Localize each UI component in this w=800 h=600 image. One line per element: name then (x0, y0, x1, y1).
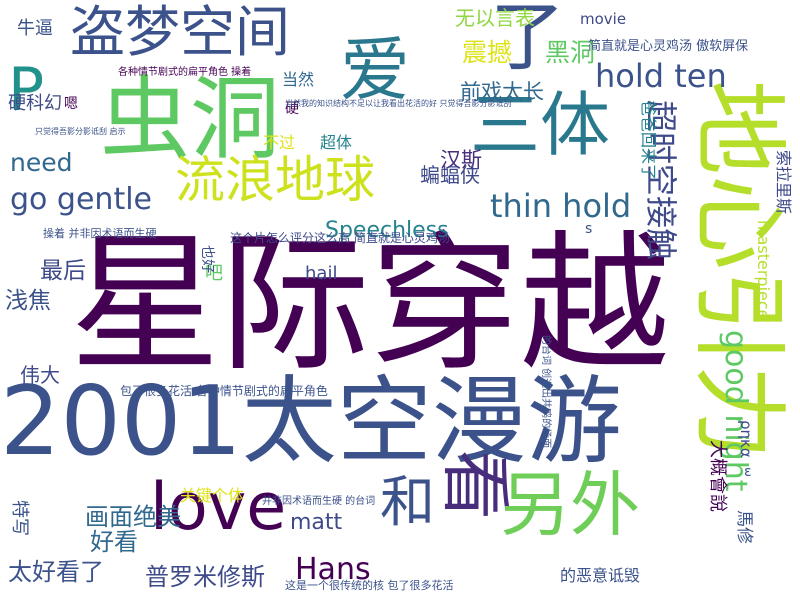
cloud-word: 黑洞 (545, 38, 596, 67)
cloud-word: 最后 (40, 258, 86, 284)
cloud-word: Hans (295, 552, 371, 587)
cloud-word: movie (580, 10, 627, 28)
cloud-word: need (10, 148, 73, 177)
cloud-word: 伟大 (20, 363, 60, 387)
cloud-word: P (8, 55, 45, 125)
cloud-word: 前戏太长 (460, 80, 544, 104)
cloud-word: 好看 (90, 528, 138, 556)
cloud-word: matt (290, 510, 343, 535)
cloud-word: 爱 (340, 29, 410, 111)
cloud-word: 另外 (500, 464, 640, 546)
cloud-word: 只觉得吾影分影诋刮 启示 (35, 127, 126, 136)
cloud-word: 硬 (285, 101, 299, 117)
cloud-word: 这个片怎么评分这么高 简直就是心灵鸡汤 (230, 231, 450, 245)
cloud-word: 普罗米修斯 (145, 563, 265, 591)
cloud-word: 浅焦 (5, 288, 51, 314)
cloud-word: 盗梦空间 (70, 0, 291, 64)
cloud-word: 的台词 创造出共鸣的场面 (540, 335, 551, 449)
cloud-word: 三体 (470, 84, 610, 166)
cloud-word: ρηκα (737, 420, 755, 458)
cloud-word: 当然 (282, 70, 315, 89)
cloud-word: 吧 (205, 263, 223, 284)
cloud-word: 虫洞 (100, 67, 280, 172)
cloud-word: 嗯 (64, 96, 78, 112)
cloud-word: 不过 (263, 133, 296, 152)
cloud-word: 星际穿越 (70, 218, 671, 392)
cloud-word: hold ten (595, 57, 727, 95)
cloud-word: 蝙蝠侠 (420, 163, 480, 187)
cloud-word: 和 (380, 470, 436, 534)
cloud-word: 包了很多花活 各种情节剧式的扁平角色 (120, 384, 328, 398)
cloud-word: 超体 (320, 133, 353, 152)
cloud-word: 画面绝美 (85, 503, 181, 531)
cloud-word: 爸爸回来了 (639, 100, 658, 181)
cloud-word: thin hold (490, 187, 632, 225)
cloud-word: ε (744, 464, 752, 480)
cloud-word: 了 (490, 0, 566, 81)
cloud-word: s (585, 221, 593, 237)
cloud-word: 各种情节剧式的扁平角色 操着 (118, 67, 252, 78)
cloud-word: 硬科幻 (8, 93, 62, 114)
cloud-word: 并非因术语而生硬 的台词 (262, 496, 376, 507)
cloud-word: 也好 (199, 245, 215, 273)
cloud-word: 这是一个很传统的核 包了很多花活 (285, 579, 454, 592)
cloud-word: 馬修 (734, 510, 754, 544)
cloud-word: 大概會說 (707, 440, 728, 512)
cloud-word: 的恶意诋毁 (560, 566, 641, 585)
cloud-word: 太好看了 (8, 558, 104, 586)
cloud-word: 特写 (9, 500, 30, 536)
cloud-word: 流浪地球 (175, 151, 375, 209)
cloud-word: 2001太空漫游 (0, 367, 622, 477)
cloud-word: 汉斯 (440, 148, 482, 172)
cloud-word: 震撼 (462, 38, 513, 67)
cloud-word: go gentle (10, 182, 153, 217)
cloud-word: 关键个体 (180, 486, 245, 505)
cloud-word: 操着 并非因术语而生硬 (43, 227, 157, 240)
cloud-word: love (150, 470, 287, 545)
cloud-word: 无以言表 (455, 6, 535, 30)
cloud-word: 牛逼 (17, 18, 53, 39)
cloud-word: 索拉里斯 (774, 150, 793, 215)
cloud-word: masterpiece (754, 220, 773, 320)
cloud-word: hail (305, 263, 338, 284)
cloud-word: 当然我的知识结构不足以让我看出花活的好 只觉得吾影分影诋刮 (285, 99, 512, 108)
cloud-word: Speechless (325, 218, 449, 243)
cloud-word: 简直就是心灵鸡汤 傲软屏保 (588, 39, 749, 54)
